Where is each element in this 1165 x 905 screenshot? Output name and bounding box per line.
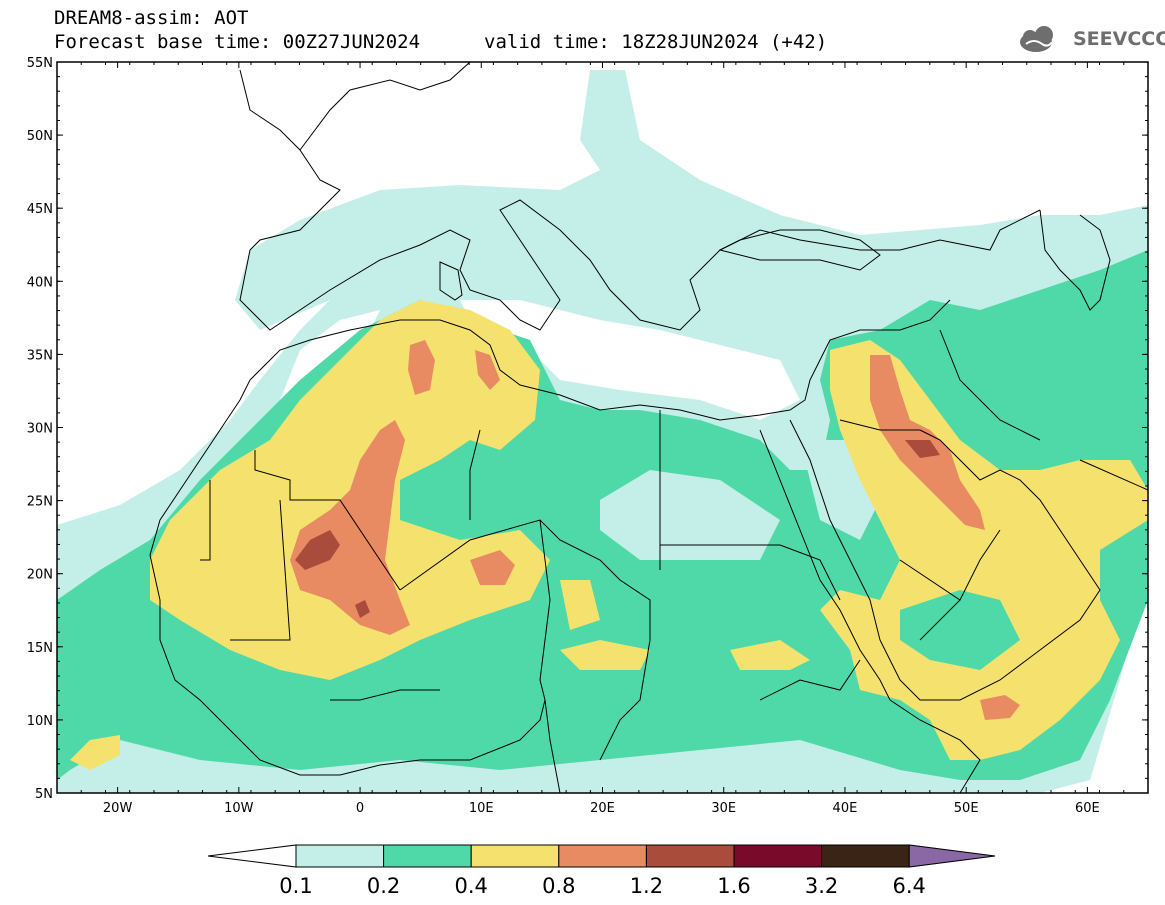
lat-label: 40N: [27, 275, 53, 290]
lon-label: 30E: [711, 801, 736, 816]
colorbar-max-arrow: [908, 844, 996, 868]
cloud-logo-icon: [1020, 26, 1053, 52]
colorbar: [207, 844, 996, 868]
colorbar-labels: 0.1 0.2 0.4 0.8 1.2 1.6 3.2 6.4: [279, 874, 926, 898]
colorbar-swatch: [383, 844, 472, 868]
latitude-labels: 55N 50N 45N 40N 35N 30N 25N 20N 15N 10N 5N: [27, 56, 53, 802]
lat-label: 45N: [27, 202, 53, 217]
colorbar-swatch: [645, 844, 735, 868]
axis-ticks: [56, 61, 1149, 794]
lat-label: 35N: [27, 348, 53, 363]
lon-label: 20E: [590, 801, 615, 816]
colorbar-label: 6.4: [892, 874, 925, 898]
colorbar-label: 0.1: [279, 874, 312, 898]
lon-label: 20W: [103, 801, 133, 816]
colorbar-swatch: [558, 844, 647, 868]
coastlines: [149, 62, 1148, 793]
aot-contours: [57, 62, 1148, 793]
lat-label: 25N: [27, 495, 53, 510]
lon-label: 40E: [833, 801, 858, 816]
colorbar-label: 0.4: [454, 874, 487, 898]
colorbar-label: 1.2: [630, 874, 663, 898]
map-title: DREAM8-assim: AOT: [54, 7, 249, 29]
lon-label: 10W: [224, 801, 254, 816]
valid-time: valid time: 18Z28JUN2024 (+42): [484, 31, 828, 53]
lat-label: 5N: [35, 787, 53, 802]
logo-text: SEEVCCC: [1073, 28, 1165, 50]
lon-label: 50E: [954, 801, 979, 816]
lat-label: 20N: [27, 568, 53, 583]
lat-label: 10N: [27, 714, 53, 729]
colorbar-label: 3.2: [805, 874, 838, 898]
lon-label: 0: [356, 801, 364, 816]
colorbar-swatch: [295, 844, 385, 868]
colorbar-label: 0.8: [542, 874, 575, 898]
colorbar-swatch: [821, 844, 910, 868]
forecast-base-time: Forecast base time: 00Z27JUN2024: [54, 31, 421, 53]
lat-label: 30N: [27, 422, 53, 437]
lat-label: 50N: [27, 129, 53, 144]
lon-label: 10E: [469, 801, 494, 816]
lon-label: 60E: [1075, 801, 1100, 816]
colorbar-label: 0.2: [367, 874, 400, 898]
colorbar-swatch: [470, 844, 560, 868]
colorbar-min-arrow: [207, 844, 297, 868]
longitude-labels: 20W 10W 0 10E 20E 30E 40E 50E 60E: [103, 801, 1100, 816]
colorbar-swatch: [733, 844, 823, 868]
colorbar-label: 1.6: [717, 874, 750, 898]
lat-label: 55N: [27, 56, 53, 71]
lat-label: 15N: [27, 641, 53, 656]
